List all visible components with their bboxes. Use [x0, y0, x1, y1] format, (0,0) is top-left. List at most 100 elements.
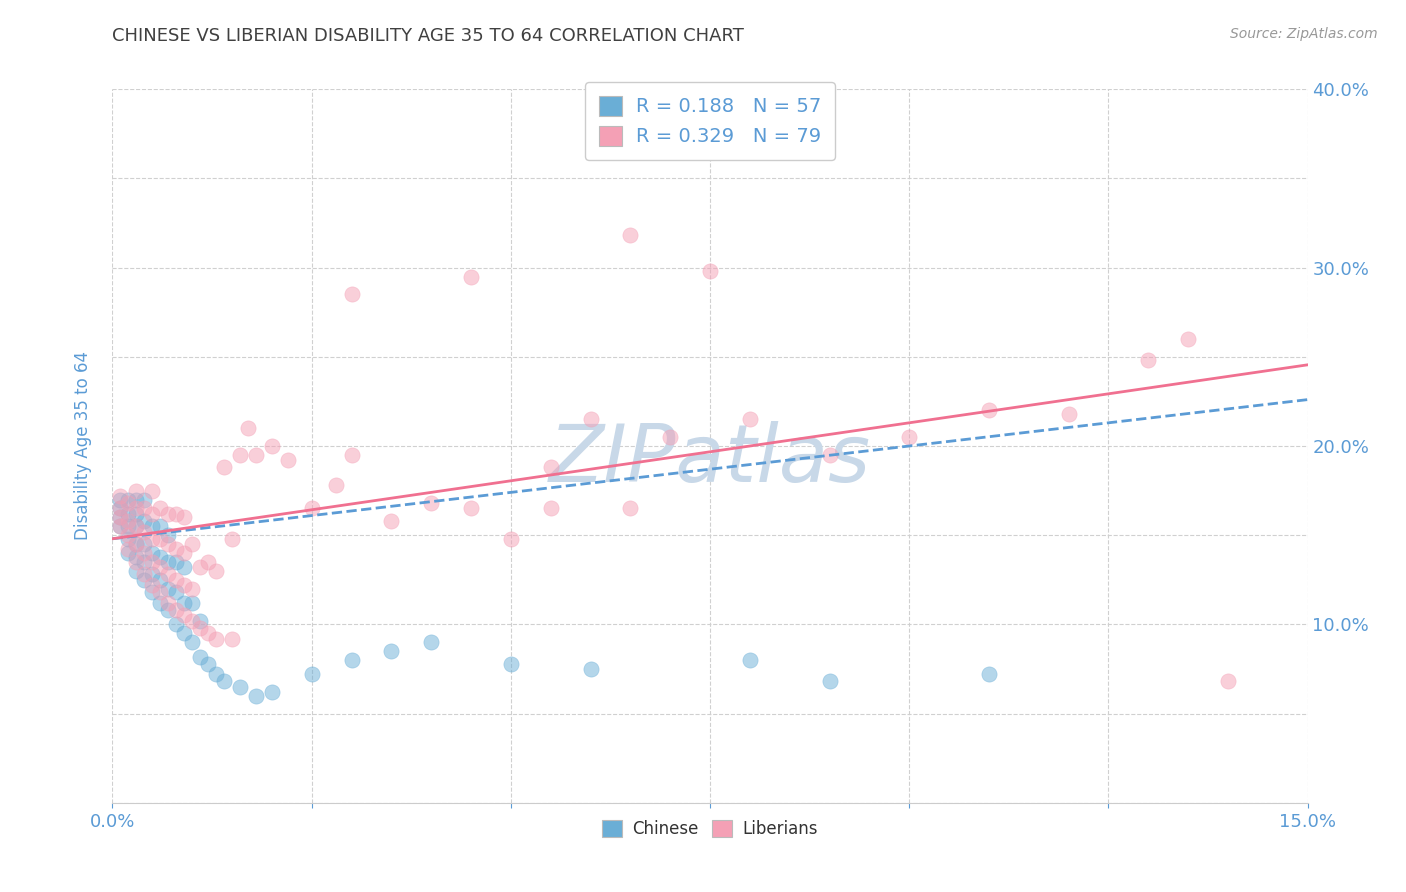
Point: [141, 507, 163, 521]
Point: [125, 537, 148, 551]
Point: [579, 412, 602, 426]
Point: [738, 412, 761, 426]
Point: [110, 510, 132, 524]
Point: [134, 514, 156, 528]
Point: [149, 585, 172, 599]
Point: [229, 448, 252, 462]
Point: [699, 264, 721, 278]
Point: [157, 507, 180, 521]
Point: [260, 439, 283, 453]
Point: [499, 532, 522, 546]
Point: [125, 549, 148, 564]
Point: [157, 582, 180, 596]
Point: [380, 644, 402, 658]
Point: [977, 403, 1000, 417]
Point: [110, 501, 132, 516]
Point: [149, 519, 172, 533]
Point: [165, 555, 187, 569]
Point: [117, 542, 139, 557]
Point: [134, 492, 156, 507]
Point: [205, 564, 228, 578]
Point: [380, 514, 402, 528]
Point: [157, 537, 180, 551]
Point: [212, 460, 235, 475]
Point: [173, 626, 195, 640]
Point: [197, 657, 219, 671]
Point: [499, 657, 522, 671]
Point: [110, 489, 132, 503]
Point: [173, 560, 195, 574]
Point: [1216, 674, 1239, 689]
Text: Source: ZipAtlas.com: Source: ZipAtlas.com: [1230, 27, 1378, 41]
Point: [540, 460, 562, 475]
Point: [325, 478, 347, 492]
Point: [125, 492, 148, 507]
Point: [301, 667, 323, 681]
Point: [1177, 332, 1199, 346]
Point: [173, 596, 195, 610]
Point: [110, 519, 132, 533]
Point: [579, 662, 602, 676]
Point: [173, 608, 195, 623]
Point: [1057, 407, 1080, 421]
Point: [173, 546, 195, 560]
Point: [165, 617, 187, 632]
Point: [134, 524, 156, 539]
Point: [173, 578, 195, 592]
Point: [245, 689, 267, 703]
Point: [157, 596, 180, 610]
Point: [188, 649, 211, 664]
Point: [110, 492, 132, 507]
Point: [205, 632, 228, 646]
Point: [149, 596, 172, 610]
Point: [977, 667, 1000, 681]
Point: [245, 448, 267, 462]
Point: [420, 496, 443, 510]
Point: [125, 501, 148, 516]
Point: [898, 430, 921, 444]
Point: [157, 567, 180, 582]
Point: [110, 519, 132, 533]
Point: [134, 501, 156, 516]
Point: [125, 507, 148, 521]
Point: [149, 573, 172, 587]
Point: [340, 653, 363, 667]
Point: [157, 603, 180, 617]
Point: [141, 567, 163, 582]
Point: [460, 269, 482, 284]
Point: [181, 582, 204, 596]
Point: [141, 585, 163, 599]
Point: [141, 483, 163, 498]
Point: [110, 510, 132, 524]
Point: [157, 555, 180, 569]
Point: [141, 555, 163, 569]
Point: [212, 674, 235, 689]
Point: [125, 564, 148, 578]
Point: [221, 532, 243, 546]
Point: [165, 585, 187, 599]
Point: [181, 635, 204, 649]
Text: ZIPatlas: ZIPatlas: [548, 421, 872, 500]
Point: [125, 519, 148, 533]
Point: [117, 496, 139, 510]
Point: [277, 453, 299, 467]
Point: [460, 501, 482, 516]
Point: [181, 614, 204, 628]
Point: [134, 555, 156, 569]
Point: [619, 501, 641, 516]
Point: [173, 510, 195, 524]
Point: [738, 653, 761, 667]
Point: [117, 492, 139, 507]
Point: [236, 421, 259, 435]
Legend: Chinese, Liberians: Chinese, Liberians: [596, 813, 824, 845]
Point: [181, 537, 204, 551]
Point: [188, 560, 211, 574]
Point: [659, 430, 682, 444]
Point: [125, 555, 148, 569]
Point: [301, 501, 323, 516]
Point: [134, 567, 156, 582]
Point: [141, 546, 163, 560]
Point: [141, 519, 163, 533]
Point: [221, 632, 243, 646]
Point: [188, 621, 211, 635]
